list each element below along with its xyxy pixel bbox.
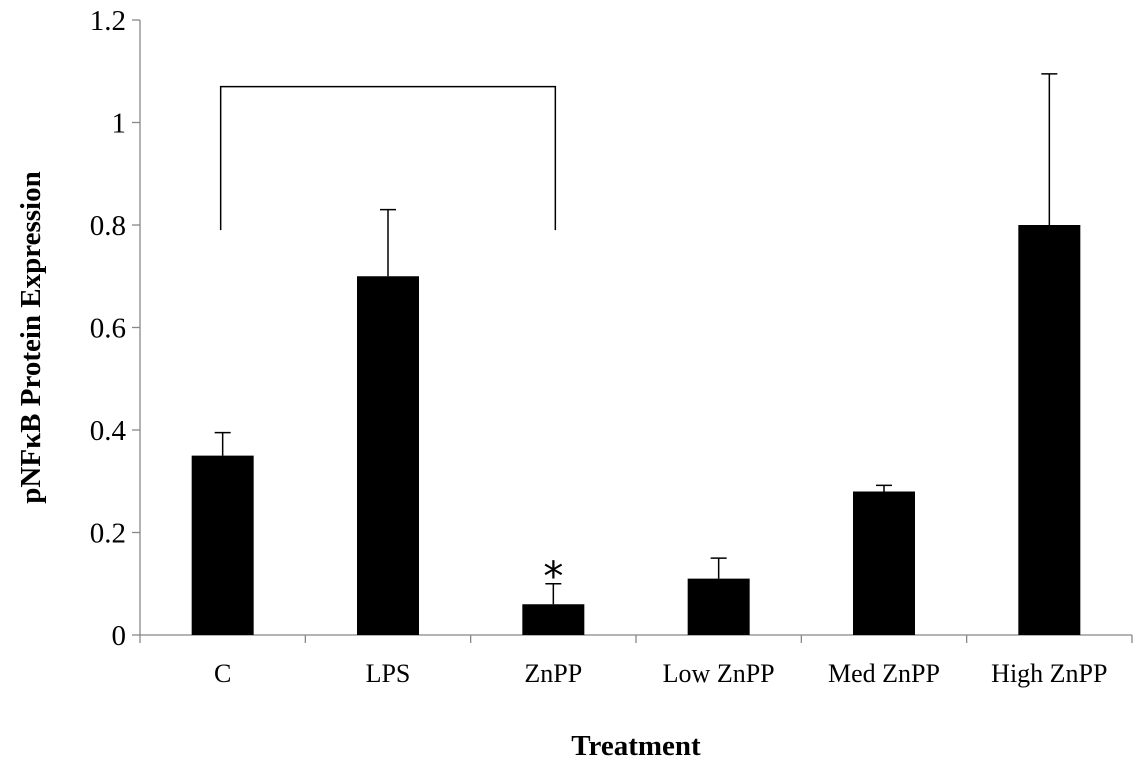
y-tick-label: 1.2 (90, 5, 126, 37)
y-tick-label: 0.6 (90, 313, 126, 345)
x-tick-label: LPS (366, 659, 411, 688)
y-axis: 0 0.2 0.4 0.6 0.8 1 1.2 (90, 5, 141, 652)
x-tick-label: Med ZnPP (828, 659, 940, 688)
bar (191, 455, 254, 635)
y-tick-label: 0.8 (90, 210, 126, 242)
significance-star: * (543, 554, 563, 600)
bar (853, 491, 915, 635)
bar-series (191, 225, 1081, 635)
bar (522, 604, 585, 635)
x-tick-label: C (214, 659, 231, 688)
error-bars (214, 73, 1058, 605)
y-tick-label: 0.4 (90, 415, 127, 447)
y-axis-title: pNFκB Protein Expression (15, 171, 47, 503)
bar (1018, 225, 1081, 635)
y-tick-label: 0.2 (90, 518, 126, 550)
x-tick-label: Low ZnPP (663, 659, 775, 688)
bar (687, 578, 750, 635)
y-tick-label: 0 (112, 620, 127, 652)
x-axis: C LPS ZnPP Low ZnPP Med ZnPP High ZnPP (139, 634, 1133, 688)
x-tick-label: High ZnPP (991, 659, 1107, 688)
comparison-bracket (219, 85, 557, 231)
x-tick-label: ZnPP (524, 659, 582, 688)
x-axis-title: Treatment (571, 730, 701, 762)
bar (357, 276, 419, 635)
annotations: * (219, 85, 563, 600)
y-tick-label: 1 (112, 108, 127, 140)
